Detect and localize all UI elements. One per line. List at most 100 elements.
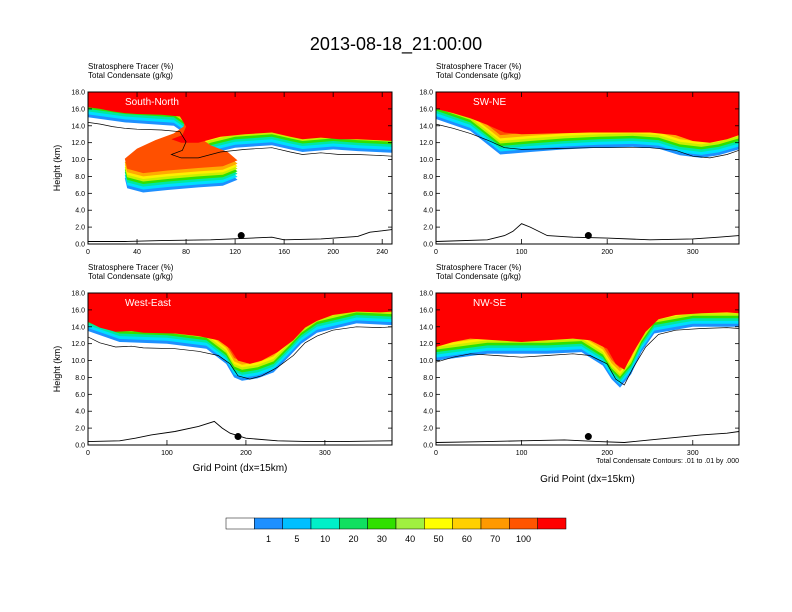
condensate-contour	[88, 122, 392, 159]
terrain-line	[436, 431, 739, 443]
y-tick-label: 18.0	[71, 291, 85, 298]
y-tick-label: 10.0	[71, 157, 85, 164]
y-tick-label: 16.0	[71, 106, 85, 113]
figure-title: 2013-08-18_21:00:00	[310, 34, 482, 55]
tracer-core	[436, 293, 739, 370]
colorbar-label: 60	[462, 534, 472, 544]
y-tick-label: 16.0	[419, 307, 433, 314]
tracer-core	[88, 92, 392, 143]
station-marker	[584, 232, 592, 240]
plot-area	[88, 293, 392, 443]
y-tick-label: 8.0	[423, 174, 433, 181]
x-tick-label: 80	[182, 249, 190, 256]
y-tick-label: 0.0	[75, 242, 85, 249]
colorbar-label: 40	[405, 534, 415, 544]
colorbar-swatch	[254, 517, 283, 530]
colorbar-label: 50	[433, 534, 443, 544]
y-tick-label: 0.0	[423, 242, 433, 249]
station-marker	[234, 433, 242, 441]
x-tick-label: 40	[133, 249, 141, 256]
colorbar-swatch	[282, 517, 312, 530]
panel-subtitle-tracer: Stratosphere Tracer (%)	[436, 62, 522, 71]
y-tick-label: 0.0	[423, 443, 433, 450]
panel-subtitle-condensate: Total Condensate (g/kg)	[436, 272, 521, 281]
x-tick-label: 300	[687, 450, 699, 457]
condensate-contour	[436, 123, 739, 159]
x-axis-label: Grid Point (dx=15km)	[540, 474, 635, 485]
y-tick-label: 10.0	[419, 157, 433, 164]
y-tick-label: 10.0	[419, 358, 433, 365]
plot-frame	[435, 91, 740, 245]
y-axis-label: Height (km)	[52, 145, 62, 192]
station-marker	[237, 232, 245, 240]
y-tick-label: 14.0	[71, 324, 85, 331]
section-label: SW-NE	[473, 97, 506, 108]
plot-area	[436, 293, 739, 443]
panel-2: Stratosphere Tracer (%)Total Condensate …	[52, 263, 393, 474]
colorbar-label: 1	[266, 534, 271, 544]
colorbar-swatch	[509, 517, 538, 530]
y-tick-label: 8.0	[423, 375, 433, 382]
plot-frame	[87, 91, 393, 245]
colorbar-swatch	[395, 517, 425, 530]
y-tick-label: 2.0	[423, 225, 433, 232]
x-tick-label: 200	[327, 249, 339, 256]
colorbar-swatch	[367, 517, 397, 530]
section-label: West-East	[125, 298, 171, 309]
x-tick-label: 300	[319, 450, 331, 457]
panel-subtitle-tracer: Stratosphere Tracer (%)	[88, 62, 174, 71]
x-tick-label: 100	[516, 249, 528, 256]
y-tick-label: 18.0	[71, 90, 85, 97]
x-tick-label: 0	[86, 450, 90, 457]
colorbar-swatch	[310, 517, 340, 530]
plot-area	[436, 92, 739, 242]
panel-subtitle-condensate: Total Condensate (g/kg)	[436, 71, 521, 80]
x-tick-label: 0	[434, 249, 438, 256]
y-tick-label: 12.0	[71, 341, 85, 348]
colorbar-label: 30	[377, 534, 387, 544]
x-tick-label: 120	[229, 249, 241, 256]
y-tick-label: 4.0	[423, 409, 433, 416]
panel-subtitle-condensate: Total Condensate (g/kg)	[88, 71, 173, 80]
y-axis-label: Height (km)	[52, 346, 62, 393]
tracer-core	[436, 92, 739, 143]
x-tick-label: 240	[376, 249, 388, 256]
y-tick-label: 0.0	[75, 443, 85, 450]
station-marker	[584, 433, 592, 441]
y-tick-label: 12.0	[419, 341, 433, 348]
x-tick-label: 160	[278, 249, 290, 256]
y-tick-label: 18.0	[419, 90, 433, 97]
y-tick-label: 16.0	[71, 307, 85, 314]
colorbar: 1 5 10 20 30 40 50 60 70 100	[225, 517, 567, 544]
x-axis-label: Grid Point (dx=15km)	[193, 463, 288, 474]
x-tick-label: 200	[601, 450, 613, 457]
plot-area	[88, 92, 392, 242]
plot-frame	[435, 292, 740, 446]
y-tick-label: 16.0	[419, 106, 433, 113]
y-tick-label: 14.0	[71, 123, 85, 130]
colorbar-swatch	[452, 517, 482, 530]
y-tick-label: 4.0	[75, 208, 85, 215]
x-tick-label: 100	[516, 450, 528, 457]
terrain-line	[88, 229, 392, 242]
y-tick-label: 14.0	[419, 123, 433, 130]
y-tick-label: 4.0	[423, 208, 433, 215]
condensate-contour	[436, 327, 739, 386]
contour-footnote: Total Condensate Contours: .01 to .01 by…	[596, 458, 739, 465]
y-tick-label: 12.0	[419, 140, 433, 147]
panel-subtitle-condensate: Total Condensate (g/kg)	[88, 272, 173, 281]
y-tick-label: 4.0	[75, 409, 85, 416]
y-tick-label: 2.0	[75, 225, 85, 232]
colorbar-label: 20	[348, 534, 358, 544]
y-tick-label: 6.0	[75, 191, 85, 198]
x-tick-label: 0	[434, 450, 438, 457]
condensate-contour	[88, 326, 392, 380]
colorbar-label: 10	[320, 534, 330, 544]
panels: Stratosphere Tracer (%)Total Condensate …	[52, 62, 740, 485]
tracer-core	[88, 293, 392, 364]
colorbar-label: 5	[294, 534, 299, 544]
panel-subtitle-tracer: Stratosphere Tracer (%)	[88, 263, 174, 272]
y-tick-label: 8.0	[75, 174, 85, 181]
y-tick-label: 6.0	[423, 191, 433, 198]
terrain-line	[436, 223, 739, 242]
